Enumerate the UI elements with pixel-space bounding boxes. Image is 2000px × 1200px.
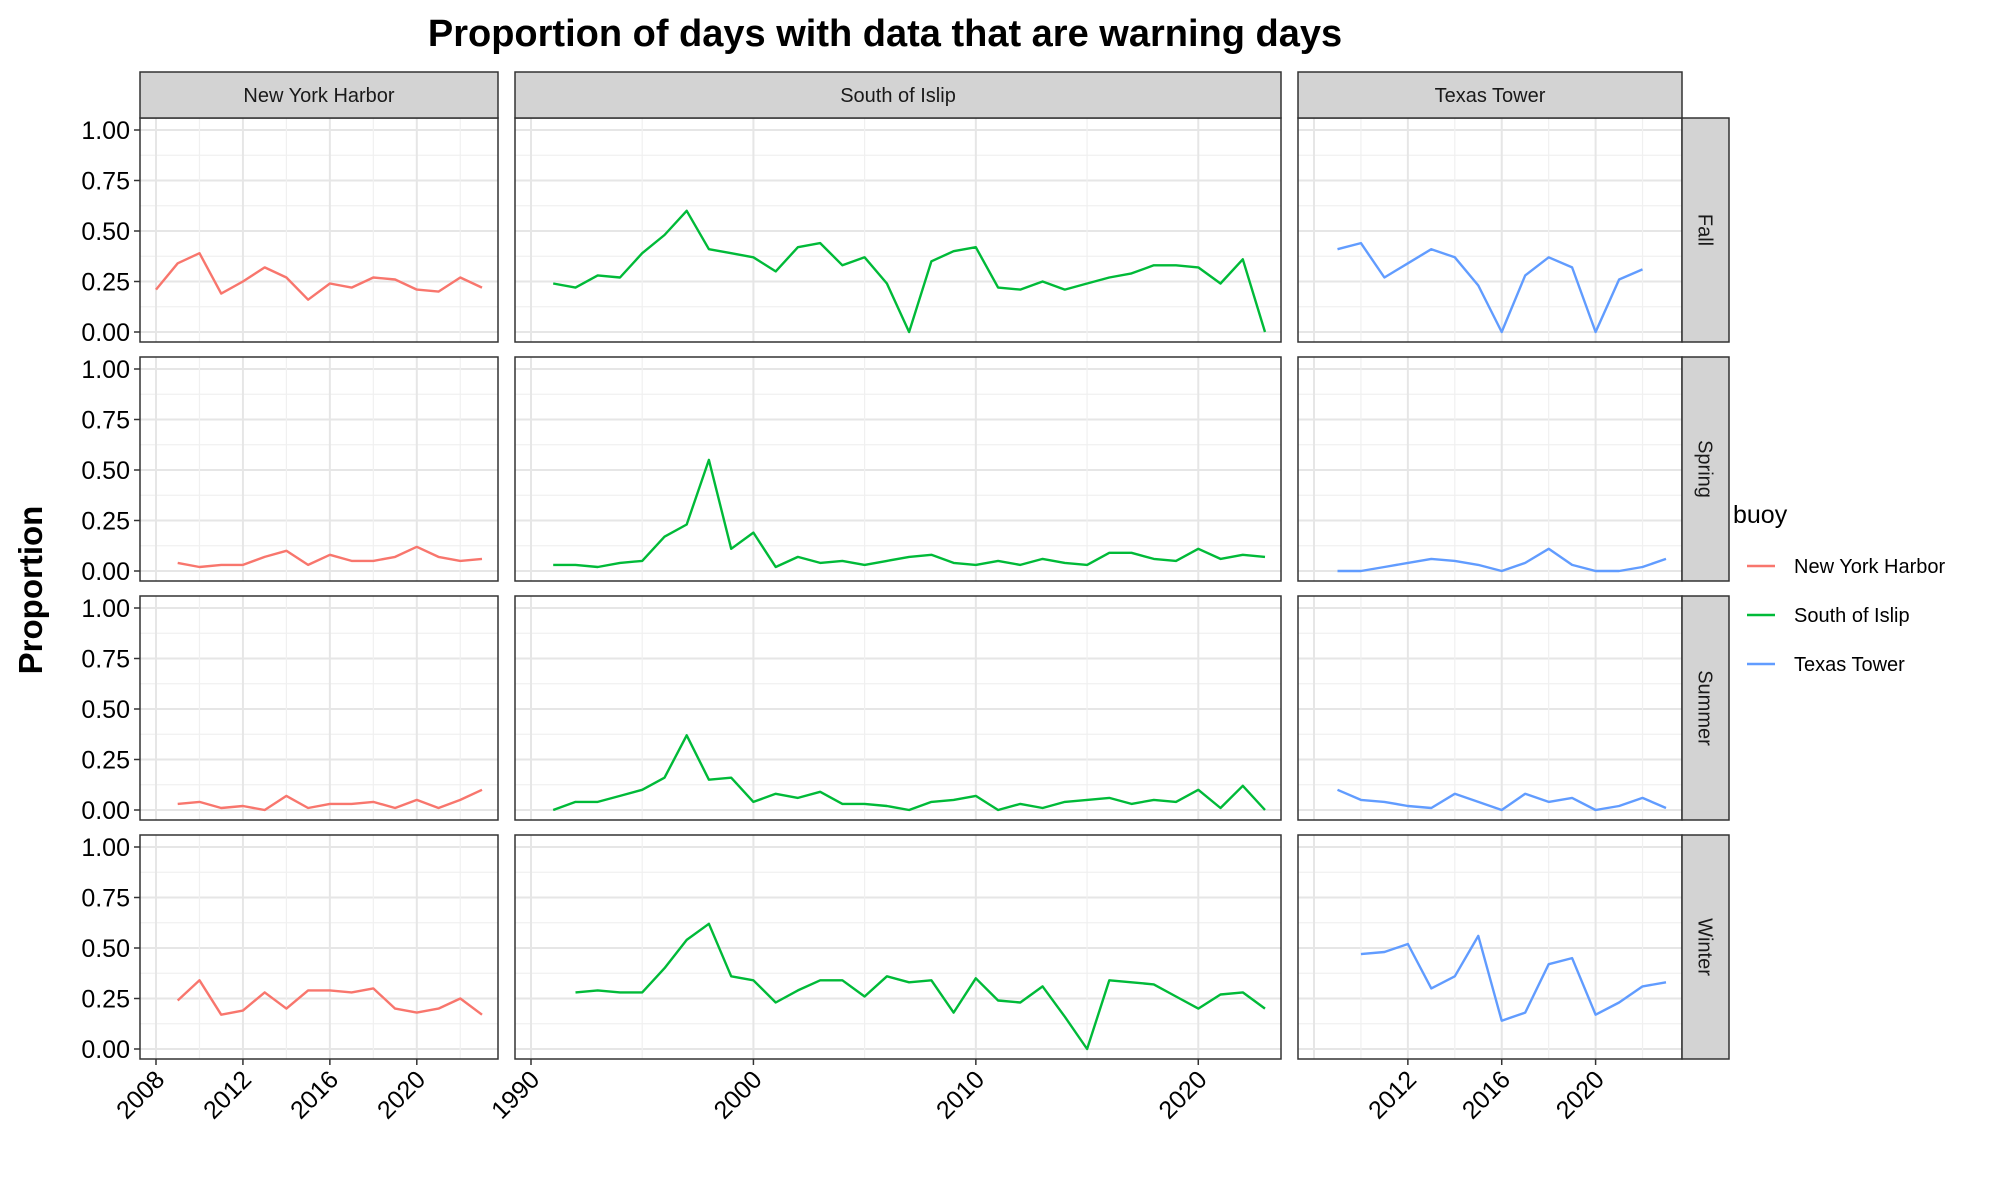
y-tick-label: 0.50 bbox=[81, 935, 130, 963]
column-strip-background bbox=[139, 71, 499, 119]
y-tick-label: 0.25 bbox=[81, 747, 130, 775]
row-strip-label: Summer bbox=[1694, 670, 1716, 746]
y-tick-label: 0.75 bbox=[81, 885, 130, 913]
y-tick-label: 0.50 bbox=[81, 696, 130, 724]
y-tick-label: 1.00 bbox=[81, 834, 130, 862]
series-line-texas-tower-fall bbox=[1337, 241, 1643, 334]
series-line-new-york-harbor-winter bbox=[176, 979, 483, 1016]
series-line-south-of-islip-winter bbox=[575, 922, 1266, 1051]
panel-texas-tower-winter: 2012 2016 2020 bbox=[1297, 834, 1683, 1125]
panel-border bbox=[514, 834, 1282, 1060]
row-strip-background bbox=[1681, 834, 1730, 1060]
row-strip-background bbox=[1681, 356, 1730, 582]
panel-border bbox=[139, 834, 499, 1060]
y-tick-label: 0.75 bbox=[81, 407, 130, 435]
y-tick-label: 0.25 bbox=[81, 508, 130, 536]
y-tick-label: 0.50 bbox=[81, 457, 130, 485]
y-tick-label: 0.75 bbox=[81, 646, 130, 674]
panel-border bbox=[139, 595, 499, 821]
legend-title: buoy bbox=[1733, 501, 1788, 529]
column-strip-label: South of Islip bbox=[840, 85, 956, 107]
series-line-new-york-harbor-summer bbox=[177, 788, 483, 812]
series-line-texas-tower-winter bbox=[1360, 934, 1667, 1022]
series-line-south-of-islip-fall bbox=[552, 209, 1267, 334]
row-strip-winter: Winter bbox=[1681, 834, 1730, 1060]
series-line-south-of-islip-summer bbox=[552, 734, 1266, 812]
panel-texas-tower-spring bbox=[1297, 356, 1683, 582]
panel-texas-tower-fall bbox=[1297, 117, 1683, 343]
chart-title: Proportion of days with data that are wa… bbox=[428, 13, 1342, 55]
y-tick-label: 1.00 bbox=[81, 356, 130, 384]
legend-label-new-york-harbor: New York Harbor bbox=[1794, 556, 1946, 578]
series-line-texas-tower-spring bbox=[1337, 547, 1667, 573]
facet-panels: 0.00 0.25 0.50 0.75 1.00 Fall 0.00 0.25 0.50 0.75… bbox=[81, 71, 1730, 1125]
panel-border bbox=[514, 595, 1282, 821]
row-strip-background bbox=[1681, 595, 1730, 821]
panel-new-york-harbor-fall: 0.00 0.25 0.50 0.75 1.00 bbox=[81, 117, 499, 347]
y-tick-label: 1.00 bbox=[81, 117, 130, 145]
series-line-new-york-harbor-fall bbox=[155, 251, 483, 301]
column-strip-label: New York Harbor bbox=[243, 85, 395, 107]
column-strip-texas-tower: Texas Tower bbox=[1297, 71, 1683, 119]
y-tick-label: 1.00 bbox=[81, 595, 130, 623]
series-line-texas-tower-summer bbox=[1337, 788, 1667, 812]
row-strip-label: Winter bbox=[1694, 918, 1716, 976]
column-strip-new-york-harbor: New York Harbor bbox=[139, 71, 499, 119]
y-tick-label: 0.25 bbox=[81, 986, 130, 1014]
legend-label-texas-tower: Texas Tower bbox=[1794, 654, 1905, 676]
y-tick-label: 0.00 bbox=[81, 797, 130, 825]
legend-label-south-of-islip: South of Islip bbox=[1794, 605, 1910, 627]
panel-south-of-islip-summer bbox=[514, 595, 1282, 821]
series-line-new-york-harbor-spring bbox=[177, 545, 483, 569]
row-strip-label: Spring bbox=[1694, 440, 1716, 498]
panel-border bbox=[139, 356, 499, 582]
column-strip-background bbox=[1297, 71, 1683, 119]
panel-new-york-harbor-spring: 0.00 0.25 0.50 0.75 1.00 bbox=[81, 356, 499, 586]
y-tick-label: 0.00 bbox=[81, 319, 130, 347]
row-strip-summer: Summer bbox=[1681, 595, 1730, 821]
row-strip-label: Fall bbox=[1694, 214, 1716, 246]
y-tick-label: 0.75 bbox=[81, 168, 130, 196]
row-strip-spring: Spring bbox=[1681, 356, 1730, 582]
y-tick-label: 0.25 bbox=[81, 269, 130, 297]
column-strip-south-of-islip: South of Islip bbox=[514, 71, 1282, 119]
legend-item-texas-tower: Texas Tower bbox=[1747, 654, 1905, 676]
legend-item-new-york-harbor: New York Harbor bbox=[1747, 556, 1946, 578]
legend: buoy New York Harbor South of Islip Texas … bbox=[1733, 501, 1946, 676]
panel-south-of-islip-winter: 1990 2000 2010 2020 bbox=[486, 834, 1282, 1125]
panel-new-york-harbor-summer: 0.00 0.25 0.50 0.75 1.00 bbox=[81, 595, 499, 825]
series-line-south-of-islip-spring bbox=[553, 458, 1266, 569]
panel-border bbox=[514, 356, 1282, 582]
panel-texas-tower-summer bbox=[1297, 595, 1683, 821]
row-strip-fall: Fall bbox=[1681, 117, 1730, 343]
column-strip-background bbox=[514, 71, 1282, 119]
column-strip-label: Texas Tower bbox=[1435, 85, 1546, 107]
y-tick-label: 0.00 bbox=[81, 558, 130, 586]
y-tick-label: 0.50 bbox=[81, 218, 130, 246]
y-axis-label: Proportion bbox=[12, 506, 49, 675]
panel-south-of-islip-fall bbox=[514, 117, 1282, 343]
row-strip-background bbox=[1681, 117, 1730, 343]
panel-south-of-islip-spring bbox=[514, 356, 1282, 582]
y-tick-label: 0.00 bbox=[81, 1036, 130, 1064]
legend-item-south-of-islip: South of Islip bbox=[1747, 605, 1910, 627]
